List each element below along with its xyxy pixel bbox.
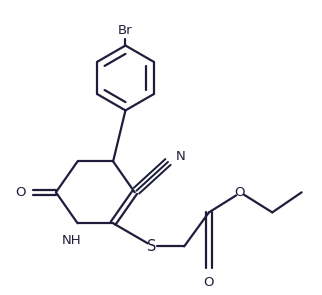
Text: S: S <box>147 239 156 254</box>
Text: O: O <box>234 186 245 199</box>
Text: NH: NH <box>62 234 82 247</box>
Text: O: O <box>204 276 214 289</box>
Text: N: N <box>176 150 185 163</box>
Text: Br: Br <box>118 24 133 37</box>
Text: O: O <box>15 186 26 199</box>
